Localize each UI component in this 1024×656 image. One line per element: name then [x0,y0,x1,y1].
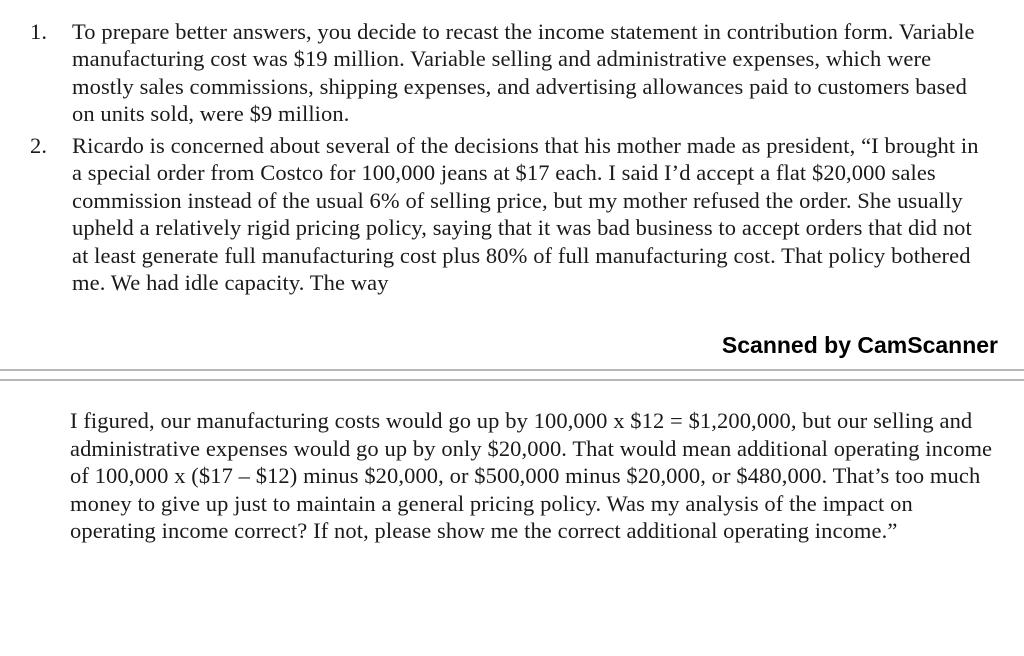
list-text: Ricardo is concerned about several of th… [72,133,979,295]
continuation-paragraph: I figured, our manufacturing costs would… [0,381,1024,564]
list-number: 2. [30,132,47,159]
numbered-list: 1. To prepare better answers, you decide… [28,18,992,296]
scanner-watermark: Scanned by CamScanner [0,318,1024,369]
top-page-fragment: 1. To prepare better answers, you decide… [0,0,1024,318]
page-break-divider [0,369,1024,381]
list-item: 1. To prepare better answers, you decide… [28,18,992,128]
list-number: 1. [30,18,47,45]
list-text: To prepare better answers, you decide to… [72,19,975,126]
list-item: 2. Ricardo is concerned about several of… [28,132,992,297]
